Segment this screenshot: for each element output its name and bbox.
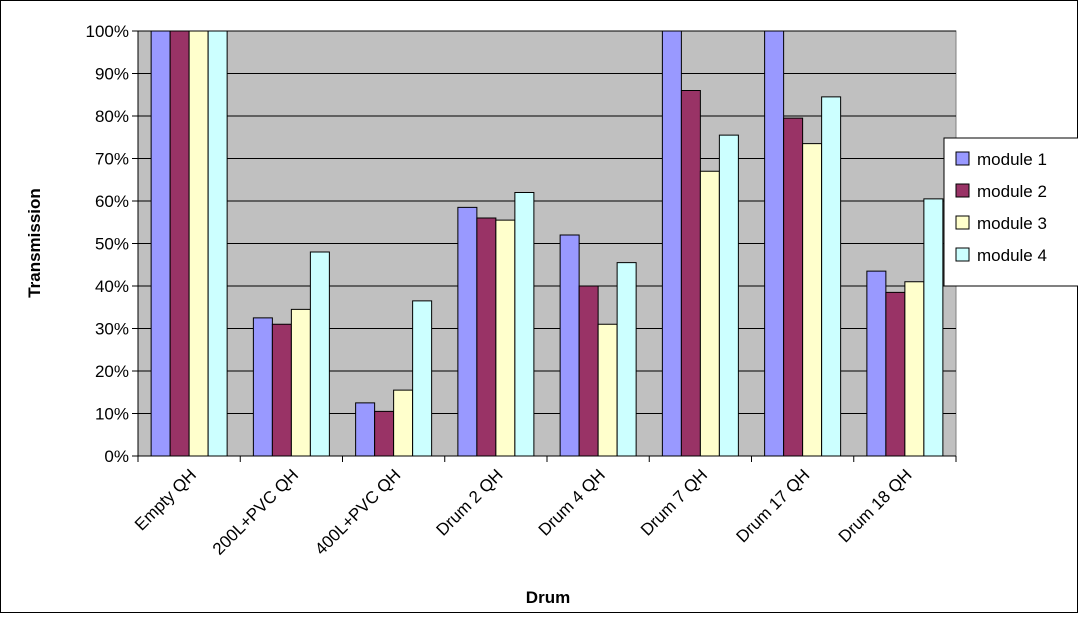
y-tick-label: 70% — [95, 150, 129, 169]
bar-module-4-6 — [821, 96, 842, 457]
bar-module-3-0 — [188, 30, 209, 457]
y-tick-label: 10% — [95, 405, 129, 424]
bar-module-1-3 — [457, 206, 478, 457]
legend-label: module 2 — [977, 182, 1047, 201]
bar-module-1-1 — [252, 317, 273, 457]
y-tick-label: 50% — [95, 235, 129, 254]
bar-module-1-2 — [355, 402, 376, 457]
bar-module-3-5 — [699, 170, 720, 457]
bar-module-4-0 — [207, 30, 228, 457]
bar-module-2-6 — [783, 117, 804, 457]
x-axis-title: Drum — [526, 588, 570, 607]
y-tick-label: 90% — [95, 65, 129, 84]
bar-module-3-1 — [290, 308, 311, 457]
legend-swatch — [955, 215, 970, 230]
y-tick-label: 20% — [95, 362, 129, 381]
y-tick-label: 0% — [104, 447, 129, 466]
y-tick-label: 80% — [95, 107, 129, 126]
bar-module-4-2 — [412, 300, 433, 457]
y-tick-labels: 0% 10% 20% 30% 40% 50% 60% 70% 80% 90% 100% — [86, 22, 129, 466]
y-tick-label: 40% — [95, 277, 129, 296]
bar-module-2-2 — [374, 410, 395, 457]
bar-module-2-4 — [578, 285, 599, 457]
legend-label: module 1 — [977, 150, 1047, 169]
y-tick-label: 100% — [86, 22, 129, 41]
bar-module-3-7 — [904, 281, 925, 457]
legend-label: module 3 — [977, 214, 1047, 233]
bar-module-2-7 — [885, 291, 906, 457]
legend-swatch — [955, 151, 970, 166]
y-axis-title: Transmission — [25, 188, 44, 298]
bar-module-2-0 — [169, 30, 190, 457]
bar-module-1-6 — [764, 30, 785, 457]
bar-module-3-4 — [597, 323, 618, 457]
bar-module-2-3 — [476, 217, 497, 457]
bar-module-3-6 — [802, 143, 823, 457]
bar-module-3-2 — [393, 389, 414, 457]
bar-module-1-7 — [866, 270, 887, 457]
bar-module-4-5 — [718, 134, 739, 457]
bars — [150, 30, 944, 457]
bar-module-2-5 — [680, 90, 701, 457]
bar-module-4-7 — [923, 198, 944, 457]
bar-module-2-1 — [271, 323, 292, 457]
legend-swatch — [955, 247, 970, 262]
y-tick-label: 60% — [95, 192, 129, 211]
bar-module-4-3 — [514, 192, 535, 457]
bar-module-3-3 — [495, 219, 516, 457]
y-tick-label: 30% — [95, 320, 129, 339]
bar-module-1-0 — [150, 30, 171, 457]
axes — [132, 30, 957, 462]
legend: module 1 module 2 module 3 module 4 — [943, 137, 1078, 287]
bar-module-4-4 — [616, 262, 637, 457]
legend-swatch — [955, 183, 970, 198]
bar-module-1-4 — [559, 234, 580, 457]
bar-module-4-1 — [309, 251, 330, 457]
legend-label: module 4 — [977, 246, 1047, 265]
bar-module-1-5 — [661, 30, 682, 457]
